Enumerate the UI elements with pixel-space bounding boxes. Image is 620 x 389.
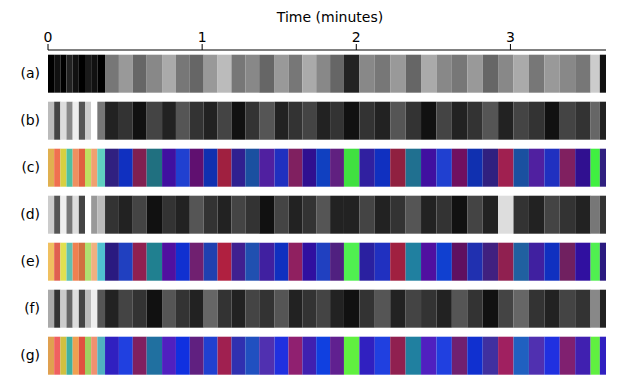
svg-text:(c): (c) — [21, 159, 40, 175]
svg-text:(g): (g) — [20, 347, 40, 363]
svg-text:(d): (d) — [20, 206, 40, 222]
svg-text:(b): (b) — [20, 112, 40, 128]
svg-text:2: 2 — [352, 29, 361, 45]
svg-text:(a): (a) — [20, 65, 40, 81]
svg-text:3: 3 — [506, 29, 515, 45]
svg-text:1: 1 — [198, 29, 207, 45]
svg-text:0: 0 — [44, 29, 53, 45]
svg-text:(e): (e) — [20, 253, 40, 269]
html-text:Time (minutes): Time (minutes) — [276, 9, 384, 25]
svg-text:(f): (f) — [24, 300, 40, 316]
